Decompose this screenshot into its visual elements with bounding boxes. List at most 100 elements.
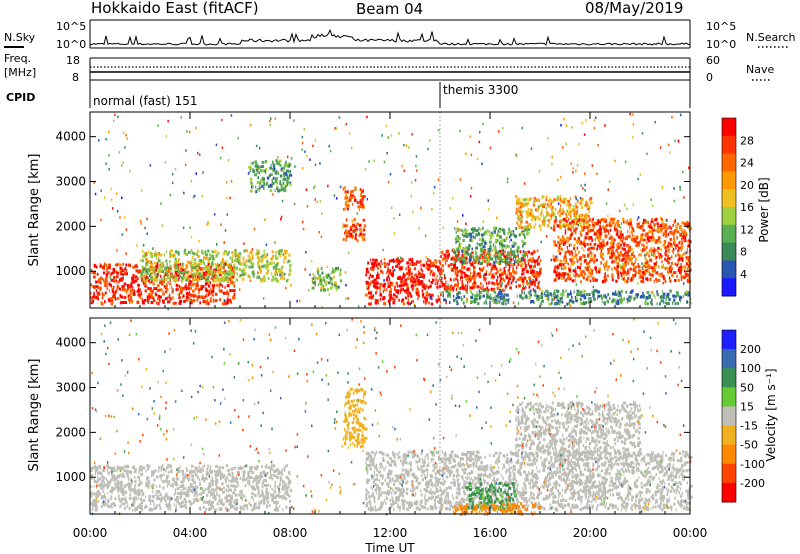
heatmap-cell (522, 204, 525, 208)
heatmap-speckle (215, 143, 218, 147)
heatmap-cell (461, 258, 463, 262)
heatmap-cell (466, 286, 468, 290)
heatmap-speckle (607, 214, 609, 218)
heatmap-cell (172, 301, 176, 305)
heatmap-cell (583, 293, 586, 297)
heatmap-cell (565, 239, 567, 243)
heatmap-cell (675, 244, 679, 248)
heatmap-cell (643, 244, 645, 248)
heatmap-cell (465, 229, 467, 233)
heatmap-cell (662, 219, 664, 223)
heatmap-speckle (522, 231, 525, 235)
heatmap-cell (680, 277, 683, 281)
heatmap-cell (446, 287, 449, 291)
heatmap-cell (470, 252, 472, 256)
heatmap-cell (676, 253, 680, 257)
heatmap-cell (688, 260, 691, 264)
heatmap-cell (111, 505, 113, 509)
heatmap-cell (641, 248, 645, 252)
heatmap-cell (654, 224, 656, 228)
heatmap-cell (190, 274, 193, 278)
heatmap-cell (272, 160, 274, 164)
heatmap-speckle (274, 241, 276, 244)
heatmap-cell (680, 227, 682, 231)
heatmap-cell (257, 263, 260, 267)
heatmap-cell (132, 274, 135, 278)
heatmap-cell (442, 258, 444, 261)
heatmap-cell (607, 248, 610, 251)
heatmap-cell (590, 246, 594, 250)
heatmap-cell (359, 202, 362, 206)
heatmap-cell (534, 217, 537, 221)
heatmap-cell (238, 258, 240, 262)
heatmap-cell (556, 197, 559, 201)
heatmap-cell (362, 228, 366, 232)
heatmap-cell (578, 274, 581, 278)
heatmap-cell (571, 279, 575, 283)
heatmap-cell (119, 263, 122, 267)
heatmap-cell (559, 226, 562, 230)
heatmap-cell (249, 261, 252, 265)
heatmap-cell (616, 268, 619, 271)
heatmap-cell (522, 284, 525, 288)
heatmap-cell (485, 232, 488, 236)
heatmap-cell (511, 279, 515, 282)
heatmap-cell (365, 270, 369, 274)
heatmap-cell (442, 283, 446, 286)
heatmap-cell (514, 271, 518, 275)
heatmap-cell (374, 278, 377, 282)
heatmap-cell (465, 246, 469, 250)
heatmap-cell (618, 258, 621, 262)
heatmap-cell (279, 254, 282, 257)
heatmap-cell (346, 190, 349, 194)
heatmap-speckle (479, 131, 481, 134)
heatmap-cell (531, 214, 534, 218)
heatmap-cell (363, 224, 367, 228)
heatmap-cell (619, 299, 623, 303)
heatmap-cell (525, 203, 528, 207)
heatmap-cell (335, 267, 338, 271)
heatmap-cell (609, 217, 613, 221)
heatmap-cell (674, 219, 677, 223)
heatmap-cell (521, 269, 524, 273)
heatmap-cell (185, 275, 187, 279)
heatmap-cell (256, 481, 259, 485)
heatmap-cell (494, 254, 496, 258)
heatmap-cell (141, 272, 144, 276)
heatmap-cell (613, 238, 616, 242)
heatmap-cell (657, 227, 660, 231)
heatmap-cell (637, 263, 639, 266)
heatmap-speckle (487, 199, 489, 202)
heatmap-cell (523, 242, 526, 246)
heatmap-cell (270, 261, 273, 265)
heatmap-cell (567, 227, 570, 231)
heatmap-cell (188, 285, 190, 288)
heatmap-speckle (622, 262, 624, 266)
heatmap-cell (511, 244, 515, 248)
heatmap-cell (323, 288, 327, 292)
heatmap-cell (168, 266, 170, 270)
heatmap-speckle (614, 159, 616, 163)
heatmap-cell (198, 274, 202, 278)
heatmap-speckle (373, 159, 375, 162)
heatmap-cell (591, 220, 593, 224)
heatmap-cell (498, 274, 502, 278)
heatmap-cell (203, 295, 206, 299)
heatmap-cell (277, 279, 279, 283)
heatmap-cell (442, 294, 444, 298)
heatmap-cell (324, 280, 328, 284)
heatmap-cell (495, 255, 499, 259)
heatmap-cell (218, 279, 221, 283)
heatmap-cell (655, 239, 659, 243)
heatmap-cell (557, 249, 560, 253)
heatmap-cell (596, 297, 598, 301)
heatmap-cell (573, 212, 575, 216)
heatmap-cell (197, 275, 200, 279)
heatmap-cell (436, 285, 439, 289)
heatmap-cell (275, 250, 277, 254)
heatmap-cell (176, 260, 178, 264)
heatmap-cell (533, 280, 536, 284)
heatmap-cell (398, 275, 402, 279)
heatmap-cell (460, 228, 462, 232)
